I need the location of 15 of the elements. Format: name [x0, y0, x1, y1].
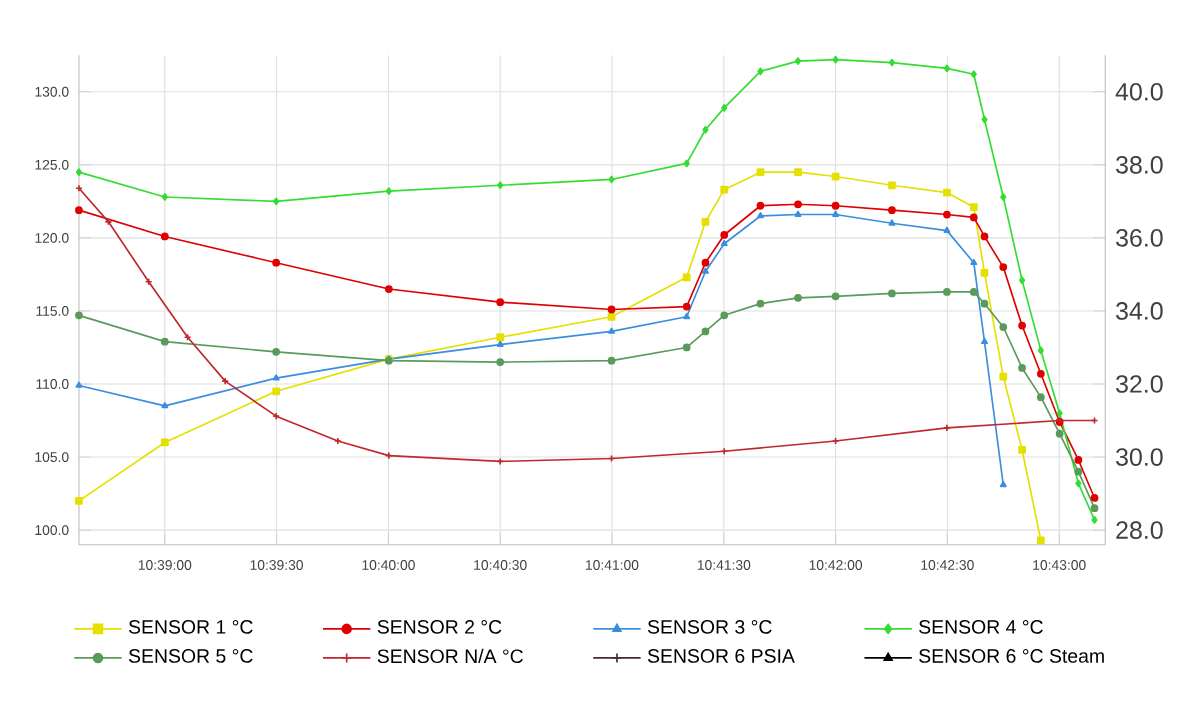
y2-tick-label: 34.0	[1116, 301, 1163, 320]
y2-tick-label: 36.0	[1116, 228, 1163, 247]
y2-tick-label: 28.0	[1116, 521, 1163, 539]
y2-tick-label: 38.0	[1116, 155, 1163, 174]
y2-tick-label: 30.0	[1116, 448, 1163, 466]
legend-label: SENSOR 4 °C	[919, 619, 1043, 634]
legend-label: SENSOR N/A °C	[377, 648, 523, 663]
legend-label: SENSOR 2 °C	[377, 619, 502, 634]
legend-label: SENSOR 6 °C Steam	[919, 648, 1104, 663]
y2-tick-label: 32.0	[1116, 374, 1163, 393]
y2-tick-label: 40.0	[1115, 82, 1163, 101]
legend-label: SENSOR 5 °C	[128, 648, 253, 663]
legend-label: SENSOR 1 °C	[128, 619, 253, 634]
legend-label: SENSOR 6 PSIA	[647, 648, 795, 663]
legend-label: SENSOR 3 °C	[647, 619, 772, 634]
